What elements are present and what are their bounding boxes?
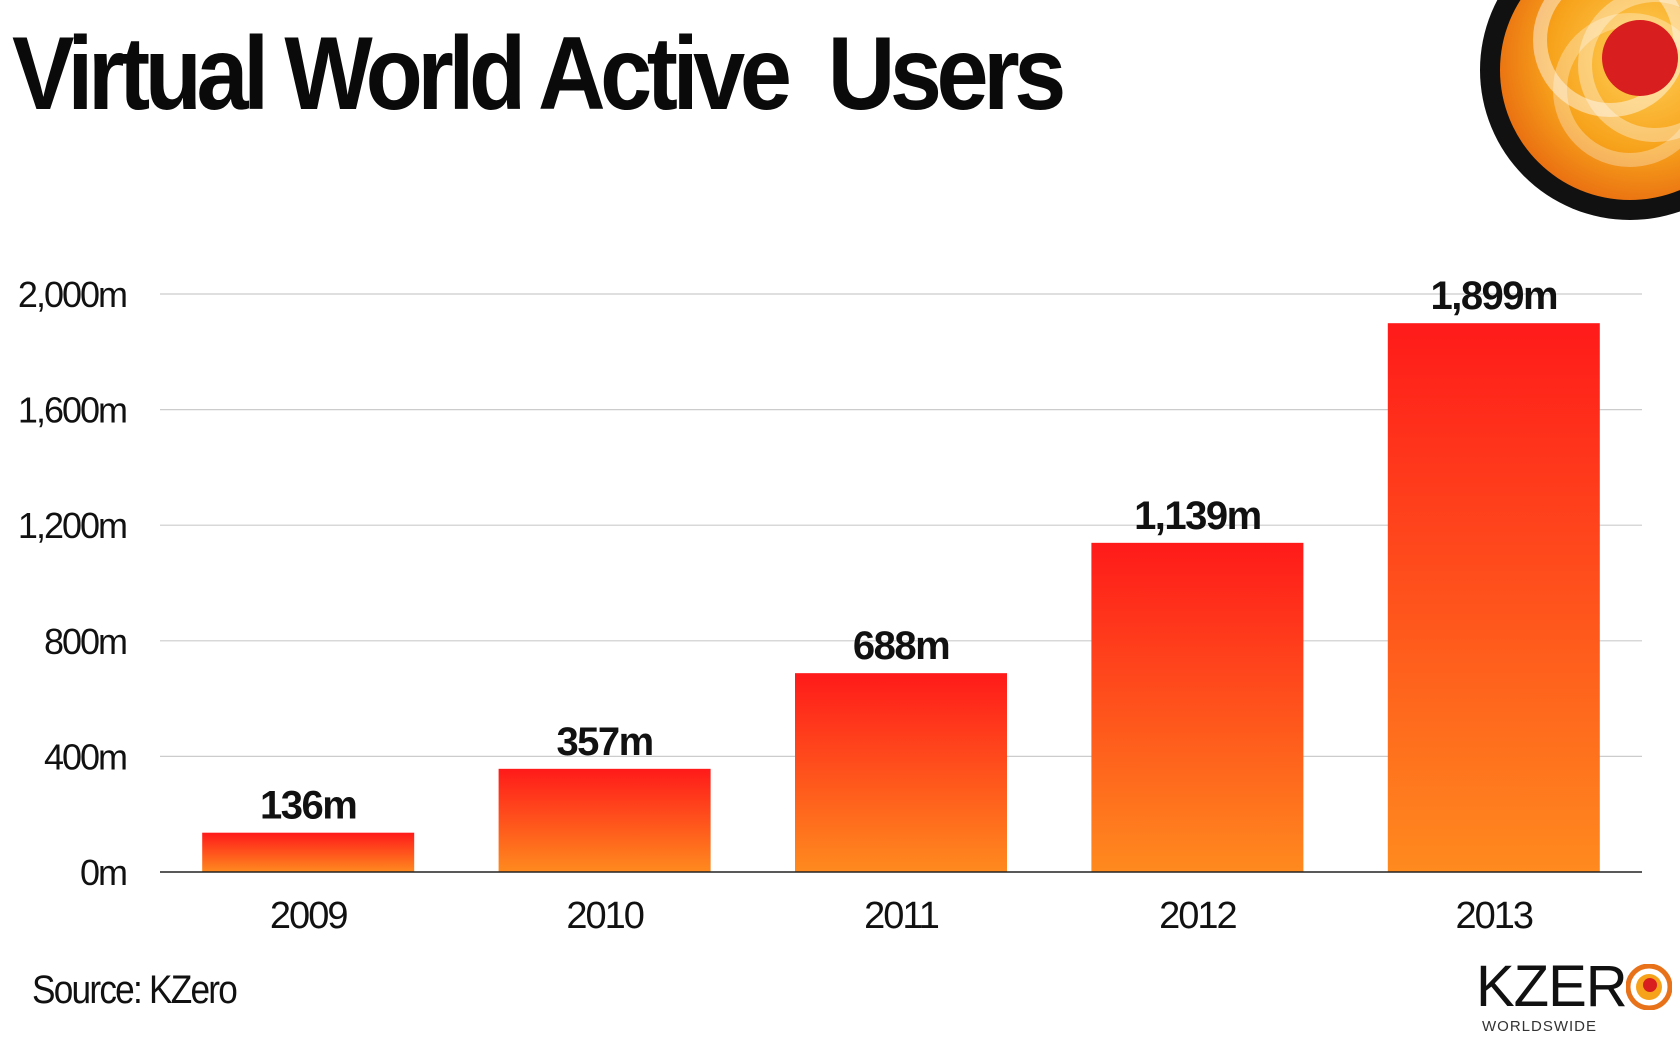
kzero-subtitle: WORLDSWIDE xyxy=(1482,1018,1597,1035)
data-label: 357m xyxy=(556,720,652,764)
y-tick-label: 0m xyxy=(80,852,126,893)
kzero-logo: KZER WORLDSWIDE xyxy=(1476,958,1676,1036)
kzero-wordmark: KZER xyxy=(1476,954,1628,1019)
bar-2009 xyxy=(202,832,415,872)
data-label: 688m xyxy=(853,624,949,668)
x-tick-label: 2010 xyxy=(566,895,643,937)
corner-emblem-icon xyxy=(1480,0,1680,220)
bar-2013 xyxy=(1387,323,1600,873)
data-labels: 136m 357m 688m 1,139m 1,899m xyxy=(260,274,1559,828)
x-axis-tick-labels: 2009 2010 2011 2012 2013 xyxy=(270,895,1535,937)
y-tick-label: 2,000m xyxy=(18,274,126,315)
bar-2011 xyxy=(795,673,1007,872)
y-axis-tick-labels: 0m 400m 800m 1,200m 1,600m 2,000m xyxy=(18,274,128,893)
bars xyxy=(202,323,1600,873)
y-tick-label: 1,200m xyxy=(18,505,126,546)
source-note: Source: KZero xyxy=(32,968,238,1012)
x-tick-label: 2013 xyxy=(1456,895,1533,937)
bar-2012 xyxy=(1091,542,1304,872)
page-title: Virtual World Active Users xyxy=(12,16,1066,132)
y-tick-label: 1,600m xyxy=(18,390,126,431)
bar-chart: 0m 400m 800m 1,200m 1,600m 2,000m 136m 357m 688… xyxy=(18,274,1642,937)
y-tick-label: 800m xyxy=(44,621,126,662)
kzero-logo-icon xyxy=(1626,964,1672,1010)
data-label: 1,899m xyxy=(1430,274,1557,318)
data-label: 136m xyxy=(260,784,356,828)
data-label: 1,139m xyxy=(1134,494,1261,538)
x-tick-label: 2009 xyxy=(270,895,347,937)
y-tick-label: 400m xyxy=(44,736,126,777)
bar-2010 xyxy=(498,768,711,872)
x-tick-label: 2011 xyxy=(864,895,939,937)
x-tick-label: 2012 xyxy=(1159,895,1236,937)
